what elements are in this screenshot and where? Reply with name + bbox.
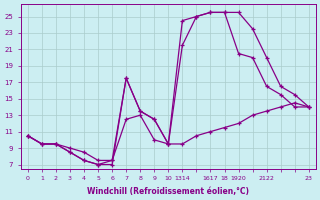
X-axis label: Windchill (Refroidissement éolien,°C): Windchill (Refroidissement éolien,°C) bbox=[87, 187, 249, 196]
